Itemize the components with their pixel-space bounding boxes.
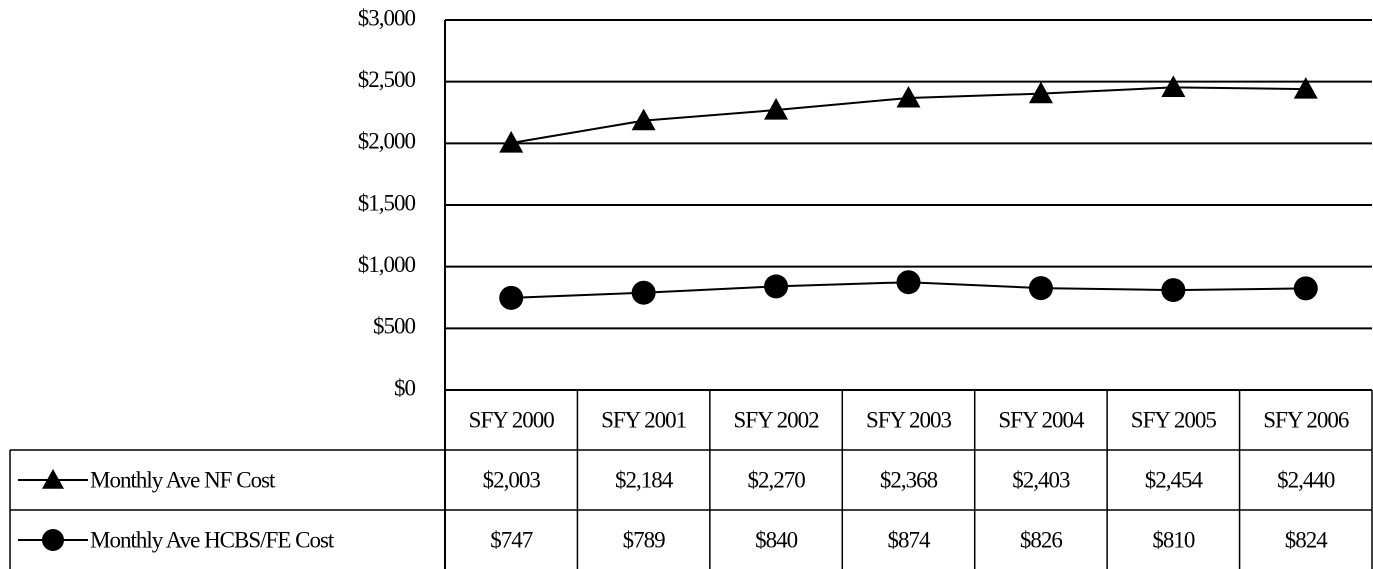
y-tick-label: $500 [373,314,416,339]
data-label: $2,454 [1145,467,1204,492]
data-label: $789 [623,527,666,552]
data-label: $824 [1285,527,1329,552]
x-tick-label: SFY 2005 [1131,407,1217,432]
x-tick-label: SFY 2004 [998,407,1085,432]
data-point [764,98,789,120]
data-label: $874 [888,527,932,552]
data-label: $826 [1020,527,1063,552]
data-point [1028,81,1053,104]
data-label: $2,368 [880,467,938,492]
data-label: $2,270 [747,467,805,492]
x-tick-label: SFY 2003 [866,407,952,432]
data-point [631,108,656,131]
y-tick-label: $1,000 [358,252,416,277]
legend-marker [42,529,64,551]
data-point [1161,75,1186,97]
data-point [1293,276,1318,301]
data-point [1028,276,1053,301]
y-tick-label: $0 [394,375,416,400]
data-point [1293,77,1318,99]
y-tick-label: $2,500 [358,67,416,92]
data-label: $2,184 [615,467,674,492]
y-tick-label: $3,000 [358,5,416,30]
data-label: $840 [755,527,798,552]
data-point [896,85,921,108]
data-point [499,130,524,153]
y-tick-label: $2,000 [358,129,416,154]
data-label: $747 [490,527,533,552]
y-tick-label: $1,500 [358,190,416,215]
data-label: $2,003 [483,467,541,492]
legend-label: Monthly Ave HCBS/FE Cost [90,527,335,552]
data-label: $810 [1152,527,1195,552]
data-point [764,274,789,299]
x-tick-label: SFY 2002 [734,407,820,432]
legend-label: Monthly Ave NF Cost [90,467,276,492]
x-tick-label: SFY 2001 [601,407,687,432]
x-tick-label: SFY 2000 [469,407,555,432]
data-point [631,280,656,305]
data-label: $2,440 [1277,467,1335,492]
data-point [896,270,921,295]
data-point [499,285,524,310]
data-label: $2,403 [1012,467,1070,492]
x-tick-label: SFY 2006 [1263,407,1349,432]
legend-marker [42,469,64,489]
data-point [1161,278,1186,303]
